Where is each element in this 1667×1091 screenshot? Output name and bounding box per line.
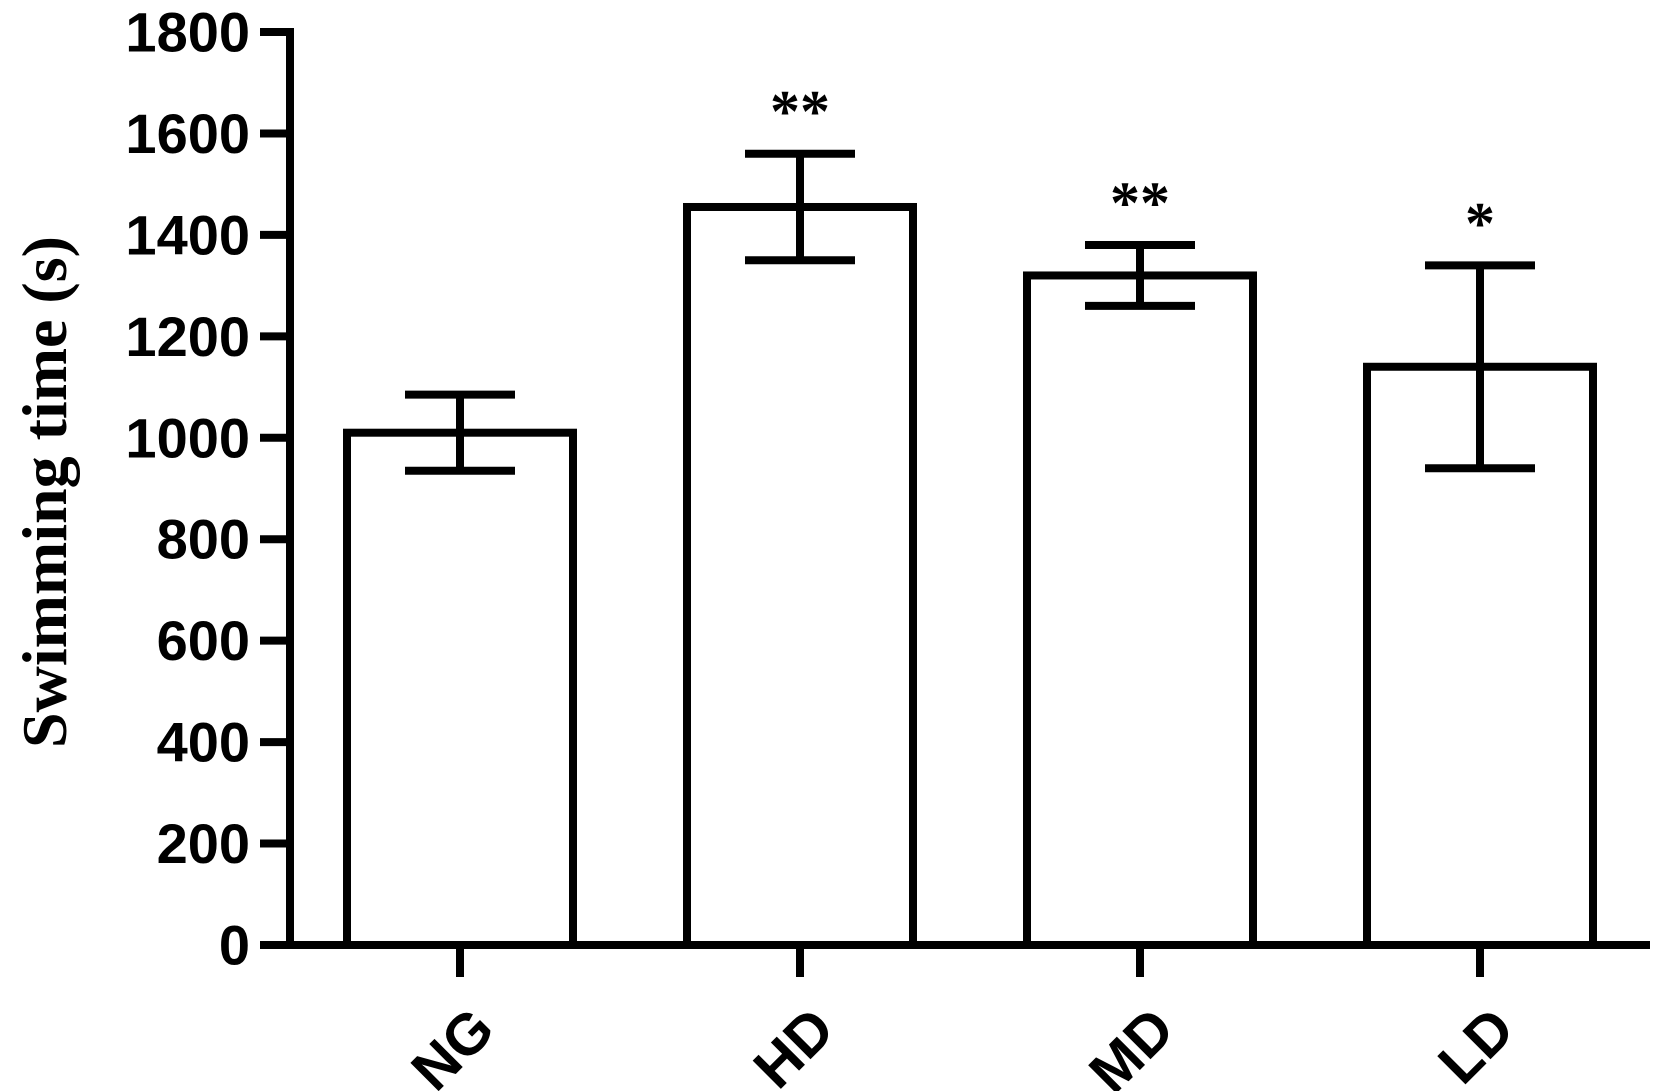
y-tick-label: 200 <box>157 812 250 875</box>
y-tick-labels: 0 200 400 600 800 1000 1200 1400 1600 1800 <box>125 1 250 977</box>
error-bar-ld <box>1425 261 1535 473</box>
significance-ld: * <box>1465 190 1495 256</box>
y-tick-label: 400 <box>157 711 250 774</box>
y-axis-title: Swimming time (s) <box>9 236 80 748</box>
significance-md: ** <box>1110 170 1170 236</box>
error-bar-md <box>1085 241 1195 310</box>
error-bars <box>405 149 1535 475</box>
error-bar-hd <box>745 149 855 265</box>
x-label-ng: NG <box>399 996 506 1091</box>
x-label-ld: LD <box>1426 996 1527 1091</box>
y-tick-label: 1600 <box>125 102 250 165</box>
x-label-md: MD <box>1077 996 1187 1091</box>
axes <box>260 28 1650 977</box>
significance-labels: **** * <box>770 79 1495 257</box>
significance-hd: ** <box>770 79 830 145</box>
y-tick-label: 1200 <box>125 305 250 368</box>
y-tick-label: 600 <box>157 609 250 672</box>
y-tick-label: 1000 <box>125 406 250 469</box>
error-bar-ng <box>405 390 515 475</box>
y-tick-label: 1800 <box>125 1 250 64</box>
bar-ng <box>343 428 577 949</box>
y-tick-label: 0 <box>219 914 250 977</box>
bar-md <box>1023 271 1257 949</box>
y-tick-label: 800 <box>157 508 250 571</box>
bar-hd <box>683 202 917 950</box>
x-label-hd: HD <box>741 996 846 1091</box>
y-tick-label: 1400 <box>125 203 250 266</box>
x-category-labels: NG HD MD LD <box>399 996 1526 1091</box>
bars <box>343 202 1597 950</box>
